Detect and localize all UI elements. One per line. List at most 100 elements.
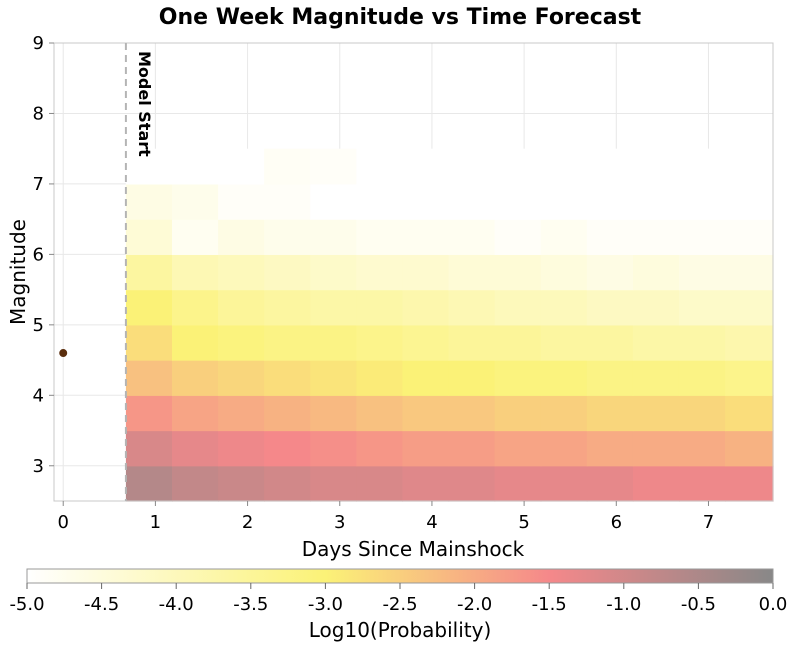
heatmap-cell [494, 148, 542, 185]
heatmap-cell [402, 324, 450, 361]
heatmap-cell [125, 324, 173, 361]
heatmap-cell [356, 254, 404, 291]
heatmap-cell [678, 183, 726, 220]
heatmap-cell [218, 148, 265, 185]
heatmap-cell [494, 430, 542, 467]
heatmap-cell [448, 183, 496, 220]
heatmap-cell [171, 360, 219, 396]
heatmap-cell [448, 465, 496, 502]
heatmap-cell [264, 395, 311, 432]
heatmap-cell [356, 430, 404, 467]
heatmap-cell [264, 148, 311, 185]
heatmap-cell [264, 183, 311, 220]
plot-frame [53, 42, 774, 502]
x-axis-label: Days Since Mainshock [302, 537, 525, 561]
heatmap-cell [540, 254, 588, 291]
heatmap-cell [494, 324, 542, 361]
colorbar-tick-label: -0.5 [681, 594, 716, 615]
heatmap-cell [310, 219, 357, 255]
heatmap-cell [632, 289, 680, 326]
heatmap-cell [586, 254, 634, 291]
heatmap-cell [171, 289, 219, 326]
heatmap-cell [264, 289, 311, 326]
heatmap-cell [264, 324, 311, 361]
colorbar-label: Log10(Probability) [309, 618, 492, 642]
heatmap-cell [218, 465, 265, 502]
heatmap-cell [171, 183, 219, 220]
heatmap-cell [218, 360, 265, 396]
heatmap-cell [494, 360, 542, 396]
colorbar-tick-label: -1.0 [606, 594, 641, 615]
colorbar-tick-label: -4.0 [159, 594, 194, 615]
heatmap-cell [125, 148, 173, 185]
heatmap-cell [494, 183, 542, 220]
colorbar-tick-label: -3.5 [233, 594, 268, 615]
heatmap-cell [264, 360, 311, 396]
heatmap-cell [125, 183, 173, 220]
heatmap-cell [586, 289, 634, 326]
x-tick-label: 5 [518, 512, 529, 533]
colorbar-tick-label: 0.0 [759, 594, 788, 615]
heatmap-cell [264, 254, 311, 291]
heatmap-cell [678, 360, 726, 396]
x-tick-label: 3 [334, 512, 345, 533]
heatmap-cell [356, 219, 404, 255]
heatmap-cell [448, 254, 496, 291]
heatmap-cell [678, 148, 726, 185]
heatmap-cell [678, 395, 726, 432]
y-tick-label: 6 [33, 244, 44, 265]
y-tick-label: 5 [33, 315, 44, 336]
heatmap-cell [678, 254, 726, 291]
x-tick-label: 2 [242, 512, 253, 533]
heatmap-cell [171, 254, 219, 291]
heatmap-cell [632, 395, 680, 432]
heatmap-cell [402, 219, 450, 255]
heatmap-cell [310, 183, 357, 220]
colorbar-ticks: -5.0 -4.5 -4.0 -3.5 -3.0 -2.5 -2.0 -1.5 -1.0 -0.5… [9, 583, 787, 615]
chart-title: One Week Magnitude vs Time Forecast [159, 5, 642, 30]
heatmap-cell [310, 360, 357, 396]
heatmap-cell [218, 183, 265, 220]
heatmap-cell [632, 148, 680, 185]
heatmap-cell [264, 219, 311, 255]
heatmap-cell [356, 148, 404, 185]
heatmap-cell [402, 430, 450, 467]
y-tick-label: 8 [33, 103, 44, 124]
heatmap-cell [264, 430, 311, 467]
heatmap-cell [310, 289, 357, 326]
heatmap-cell [586, 395, 634, 432]
y-axis-label: Magnitude [6, 219, 30, 325]
heatmap-cell [725, 148, 774, 185]
heatmap-cell [448, 430, 496, 467]
heatmap-cell [356, 465, 404, 502]
colorbar-tick-label: -3.0 [308, 594, 343, 615]
heatmap-cell [494, 395, 542, 432]
heatmap-cell [310, 148, 357, 185]
heatmap-cell [125, 465, 173, 502]
heatmap-cell [125, 289, 173, 326]
y-tick-label: 4 [33, 385, 44, 406]
heatmap-cell [356, 360, 404, 396]
y-tick-label: 3 [33, 456, 44, 477]
heatmap-cell [448, 148, 496, 185]
heatmap-cell [725, 219, 774, 255]
x-tick-label: 1 [150, 512, 161, 533]
heatmap-cell [632, 183, 680, 220]
heatmap-cell [632, 360, 680, 396]
heatmap-cell [494, 289, 542, 326]
plot-border [53, 42, 774, 502]
heatmap-cell [402, 254, 450, 291]
y-tick-label: 9 [33, 33, 44, 54]
heatmap-cell [448, 395, 496, 432]
heatmap-cell [586, 430, 634, 467]
heatmap-cell [678, 430, 726, 467]
colorbar-tick-label: -2.5 [382, 594, 417, 615]
heatmap-cell [448, 360, 496, 396]
heatmap-cell [402, 183, 450, 220]
heatmap-cell [218, 430, 265, 467]
heatmap-cell [218, 254, 265, 291]
heatmap-cell [586, 465, 634, 502]
heatmap-cell [171, 430, 219, 467]
heatmap-cell [725, 254, 774, 291]
heatmap-cell [448, 219, 496, 255]
